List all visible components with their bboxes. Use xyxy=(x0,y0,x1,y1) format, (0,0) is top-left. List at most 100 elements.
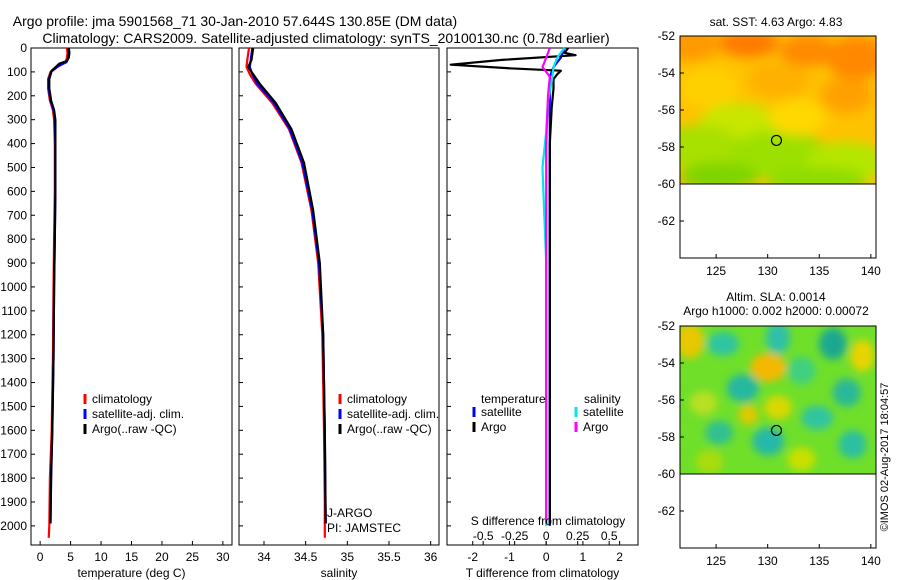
map-field-patch xyxy=(689,390,718,415)
y-tick-label: 1300 xyxy=(0,352,27,366)
top-tick-label: 0 xyxy=(543,529,550,543)
map-x-tick-label: 125 xyxy=(706,554,726,568)
series-line-satellite-adj-clim- xyxy=(248,47,327,524)
y-tick-label: 1200 xyxy=(0,328,27,342)
y-tick-label: 1700 xyxy=(0,447,27,461)
y-tick-label: 1600 xyxy=(0,423,27,437)
difference-xlabel-top: S difference from climatology xyxy=(471,514,626,528)
sla-map-title-1: Altim. SLA: 0.0014 xyxy=(726,290,826,304)
map-field-patch xyxy=(738,404,759,425)
difference-xlabel: T difference from climatology xyxy=(466,566,620,580)
series-line-argo-raw-qc- xyxy=(247,47,327,524)
map-field-patch xyxy=(726,374,759,403)
map-y-tick-label: -58 xyxy=(658,430,676,444)
map-y-tick-label: -54 xyxy=(658,356,676,370)
top-tick-label: -0.5 xyxy=(473,529,494,543)
x-tick-label: -2 xyxy=(467,550,478,564)
temperature-panel: 0 5 10 15 20 25 30 temperature (deg C) 0 100 200 30… xyxy=(0,41,233,580)
temperature-axes-frame xyxy=(30,47,233,546)
map-field-patch xyxy=(728,130,828,179)
y-tick-label: 1000 xyxy=(0,280,27,294)
map-field-patch xyxy=(718,36,779,58)
y-tick-label: 400 xyxy=(7,137,27,151)
x-tick-label: 0 xyxy=(543,550,550,564)
map-field-patch xyxy=(850,339,875,372)
map-field-patch xyxy=(818,327,847,360)
legend-label: climatology xyxy=(347,392,407,406)
title-line-1: Argo profile: jma 5901568_71 30-Jan-2010… xyxy=(13,13,457,29)
top-tick-label: -0.25 xyxy=(501,529,529,543)
y-tick-label: 500 xyxy=(7,160,27,174)
map-y-tick-label: -62 xyxy=(658,214,676,228)
legend-label: Argo xyxy=(481,420,507,434)
x-tick-label: 0 xyxy=(37,550,44,564)
y-tick-label: 0 xyxy=(20,41,27,55)
map-y-tick-label: -56 xyxy=(658,393,676,407)
argo-float-marker xyxy=(770,424,783,437)
map-y-tick-label: -62 xyxy=(658,504,676,518)
salinity-xlabel: salinity xyxy=(321,566,358,580)
map-x-tick-label: 130 xyxy=(758,554,778,568)
map-y-tick-label: -54 xyxy=(658,66,676,80)
top-tick-label: 0.25 xyxy=(566,529,590,543)
y-tick-label: 300 xyxy=(7,113,27,127)
argo-float-marker xyxy=(770,134,783,147)
x-tick-label: 5 xyxy=(67,550,74,564)
map-field-patch xyxy=(801,405,834,430)
map-x-tick-label: 140 xyxy=(861,264,881,278)
map-field-patch xyxy=(705,420,734,445)
y-tick-label: 200 xyxy=(7,89,27,103)
map-field-patch xyxy=(832,378,861,407)
map-field-patch xyxy=(838,430,867,459)
legend-label: satellite xyxy=(583,405,624,419)
map-field-patch xyxy=(680,36,720,62)
x-tick-label: 15 xyxy=(125,550,139,564)
map-field-patch xyxy=(752,427,785,456)
title-line-2: Climatology: CARS2009. Satellite-adjuste… xyxy=(42,30,609,46)
y-tick-label: 1100 xyxy=(1,304,27,318)
map-field-patch xyxy=(707,331,740,356)
y-tick-label: 100 xyxy=(7,65,27,79)
y-tick-label: 1900 xyxy=(0,495,27,509)
x-tick-label: 34 xyxy=(257,550,271,564)
series-line-s-argo xyxy=(541,47,551,524)
series-line-t-argo xyxy=(449,47,577,524)
map-field-patch xyxy=(680,125,740,169)
map-field-patch xyxy=(826,36,876,81)
y-tick-label: 700 xyxy=(7,208,27,222)
y-tick-label: 1500 xyxy=(0,399,27,413)
y-tick-label: 900 xyxy=(7,256,27,270)
no-data-area xyxy=(680,184,876,258)
legend-label: satellite xyxy=(481,405,522,419)
map-field-patch xyxy=(766,326,790,354)
difference-axes-frame xyxy=(446,47,639,546)
no-data-area xyxy=(680,474,876,548)
x-tick-label: 36 xyxy=(424,550,438,564)
x-tick-label: -1 xyxy=(504,550,515,564)
y-tick-label: 1400 xyxy=(0,376,27,390)
sst-map-title: sat. SST: 4.63 Argo: 4.83 xyxy=(710,15,843,29)
salinity-axes-frame xyxy=(238,47,440,546)
sst-map-panel: sat. SST: 4.63 Argo: 4.83 125 130 135 140 -5… xyxy=(658,15,882,278)
y-tick-label: 800 xyxy=(7,232,27,246)
sla-map-panel: Altim. SLA: 0.0014 Argo h1000: 0.002 h20… xyxy=(658,290,882,568)
x-tick-label: 30 xyxy=(216,550,230,564)
map-field-patch xyxy=(695,450,724,475)
salinity-panel: 34 34.5 35 35.5 36 salinity climatologysatelli… xyxy=(238,47,440,580)
legend-label: Argo xyxy=(583,420,609,434)
map-x-tick-label: 130 xyxy=(758,264,778,278)
credit-stamp: ©IMOS 02-Aug-2017 18:04:57 xyxy=(879,383,891,532)
float-pi-label: PI: JAMSTEC xyxy=(327,521,401,535)
map-field-patch xyxy=(680,326,704,359)
legend-label: Argo(..raw -QC) xyxy=(347,422,432,436)
map-y-tick-label: -60 xyxy=(658,467,676,481)
map-field-patch xyxy=(820,77,873,114)
map-y-tick-label: -56 xyxy=(658,103,676,117)
map-field-patch xyxy=(748,62,808,99)
y-tick-label: 2000 xyxy=(0,519,27,533)
map-x-tick-label: 135 xyxy=(809,264,829,278)
x-tick-label: 35.5 xyxy=(377,550,401,564)
map-field-patch xyxy=(680,67,740,108)
top-tick-label: 0.5 xyxy=(601,529,618,543)
